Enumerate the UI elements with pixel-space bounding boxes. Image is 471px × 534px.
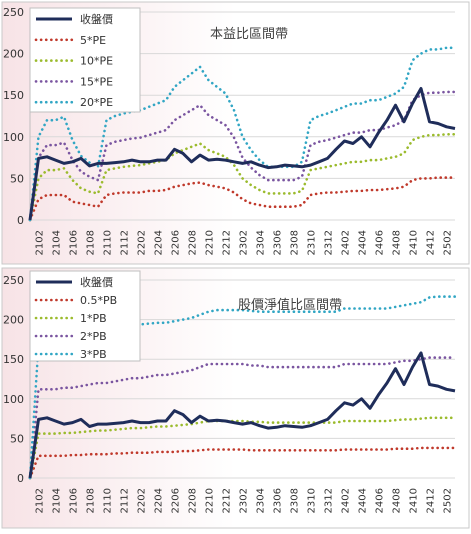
series-line-收盤價 (28, 87, 456, 221)
x-tick-label: 2308 (290, 230, 301, 255)
x-tick-label: 2308 (290, 488, 301, 513)
y-tick-label: 100 (3, 131, 24, 144)
series-line-20*PE (28, 46, 457, 222)
legend-label: 15*PE (80, 75, 113, 88)
legend-box (29, 7, 141, 113)
x-tick-label: 2110 (103, 488, 114, 513)
x-tick-label: 2312 (324, 488, 335, 513)
y-tick-label: 150 (3, 353, 24, 366)
series-line-10*PE (28, 133, 457, 222)
x-tick-label: 2108 (86, 488, 97, 513)
series-line-3*PB (28, 295, 457, 480)
x-tick-label: 2110 (103, 230, 114, 255)
x-tick-label: 2108 (86, 230, 97, 255)
x-tick-label: 2412 (426, 230, 437, 255)
legend-label: 20*PE (80, 96, 113, 109)
series-line-5*PE (28, 176, 457, 222)
chart-pb: 0 50 100 150 200 250 2102 2104 2106 2108 2110 2112 2… (1, 267, 470, 529)
chart-pe: 0 50 100 150 200 250 2102 2104 2106 2108 2110 2112 2… (1, 1, 470, 265)
x-tick-label: 2104 (52, 230, 63, 255)
y-tick-label: 250 (3, 6, 24, 19)
x-tick-label: 2206 (171, 488, 182, 513)
legend-label: 2*PB (80, 330, 107, 343)
x-tick-label: 2402 (341, 488, 352, 513)
x-tick-label: 2406 (375, 230, 386, 255)
legend-label: 收盤價 (80, 12, 113, 26)
x-tick-label: 2112 (120, 488, 131, 513)
legend-label: 3*PB (80, 348, 107, 361)
y-tick-label: 150 (3, 89, 24, 102)
x-tick-label: 2202 (137, 488, 148, 513)
x-tick-label: 2106 (69, 230, 80, 255)
series-line-2*PB (28, 356, 457, 480)
x-tick-label: 2302 (239, 488, 250, 513)
x-tick-label: 2106 (69, 488, 80, 513)
x-tick-label: 2408 (392, 230, 403, 255)
x-tick-label: 2404 (358, 230, 369, 255)
x-tick-label: 2406 (375, 488, 386, 513)
legend-label: 1*PB (80, 312, 107, 325)
legend-box (29, 270, 141, 362)
x-tick-label: 2306 (273, 488, 284, 513)
x-tick-label: 2204 (154, 230, 165, 255)
legend-label: 0.5*PB (80, 294, 117, 307)
x-tick-label: 2112 (120, 230, 131, 255)
y-tick-label: 200 (3, 314, 24, 327)
x-tick-label: 2306 (273, 230, 284, 255)
x-tick-label: 2502 (443, 488, 454, 513)
legend-label: 5*PE (80, 34, 106, 47)
x-tick-label: 2412 (426, 488, 437, 513)
x-tick-label: 2404 (358, 488, 369, 513)
y-tick-label: 0 (17, 214, 24, 227)
y-tick-label: 200 (3, 48, 24, 61)
x-tick-label: 2208 (188, 230, 199, 255)
legend-label: 收盤價 (80, 275, 113, 289)
x-tick-label: 2206 (171, 230, 182, 255)
x-tick-label: 2304 (256, 488, 267, 513)
y-tick-label: 250 (3, 274, 24, 287)
x-tick-label: 2502 (443, 230, 454, 255)
x-tick-label: 2104 (52, 488, 63, 513)
y-tick-label: 100 (3, 393, 24, 406)
x-tick-label: 2212 (222, 230, 233, 255)
x-tick-label: 2208 (188, 488, 199, 513)
x-tick-label: 2302 (239, 230, 250, 255)
x-tick-label: 2304 (256, 230, 267, 255)
x-tick-label: 2210 (205, 230, 216, 255)
series-line-0.5*PB (28, 446, 457, 480)
x-tick-label: 2410 (409, 488, 420, 513)
x-tick-label: 2310 (307, 230, 318, 255)
x-tick-label: 2310 (307, 488, 318, 513)
x-tick-label: 2102 (35, 230, 46, 255)
series-line-收盤價 (28, 351, 456, 479)
x-tick-label: 2102 (35, 488, 46, 513)
series-line-15*PE (28, 90, 457, 222)
y-tick-label: 0 (17, 472, 24, 485)
x-tick-label: 2312 (324, 230, 335, 255)
series-line-1*PB (28, 416, 457, 480)
x-tick-label: 2210 (205, 488, 216, 513)
chart-title: 股價淨值比區間帶 (238, 297, 342, 313)
x-tick-label: 2410 (409, 230, 420, 255)
x-tick-label: 2408 (392, 488, 403, 513)
chart-title: 本益比區間帶 (210, 27, 288, 42)
x-tick-label: 2402 (341, 230, 352, 255)
x-tick-label: 2212 (222, 488, 233, 513)
y-tick-label: 50 (10, 172, 24, 185)
legend-label: 10*PE (80, 55, 113, 68)
x-tick-label: 2202 (137, 230, 148, 255)
x-tick-label: 2204 (154, 488, 165, 513)
y-tick-label: 50 (10, 432, 24, 445)
